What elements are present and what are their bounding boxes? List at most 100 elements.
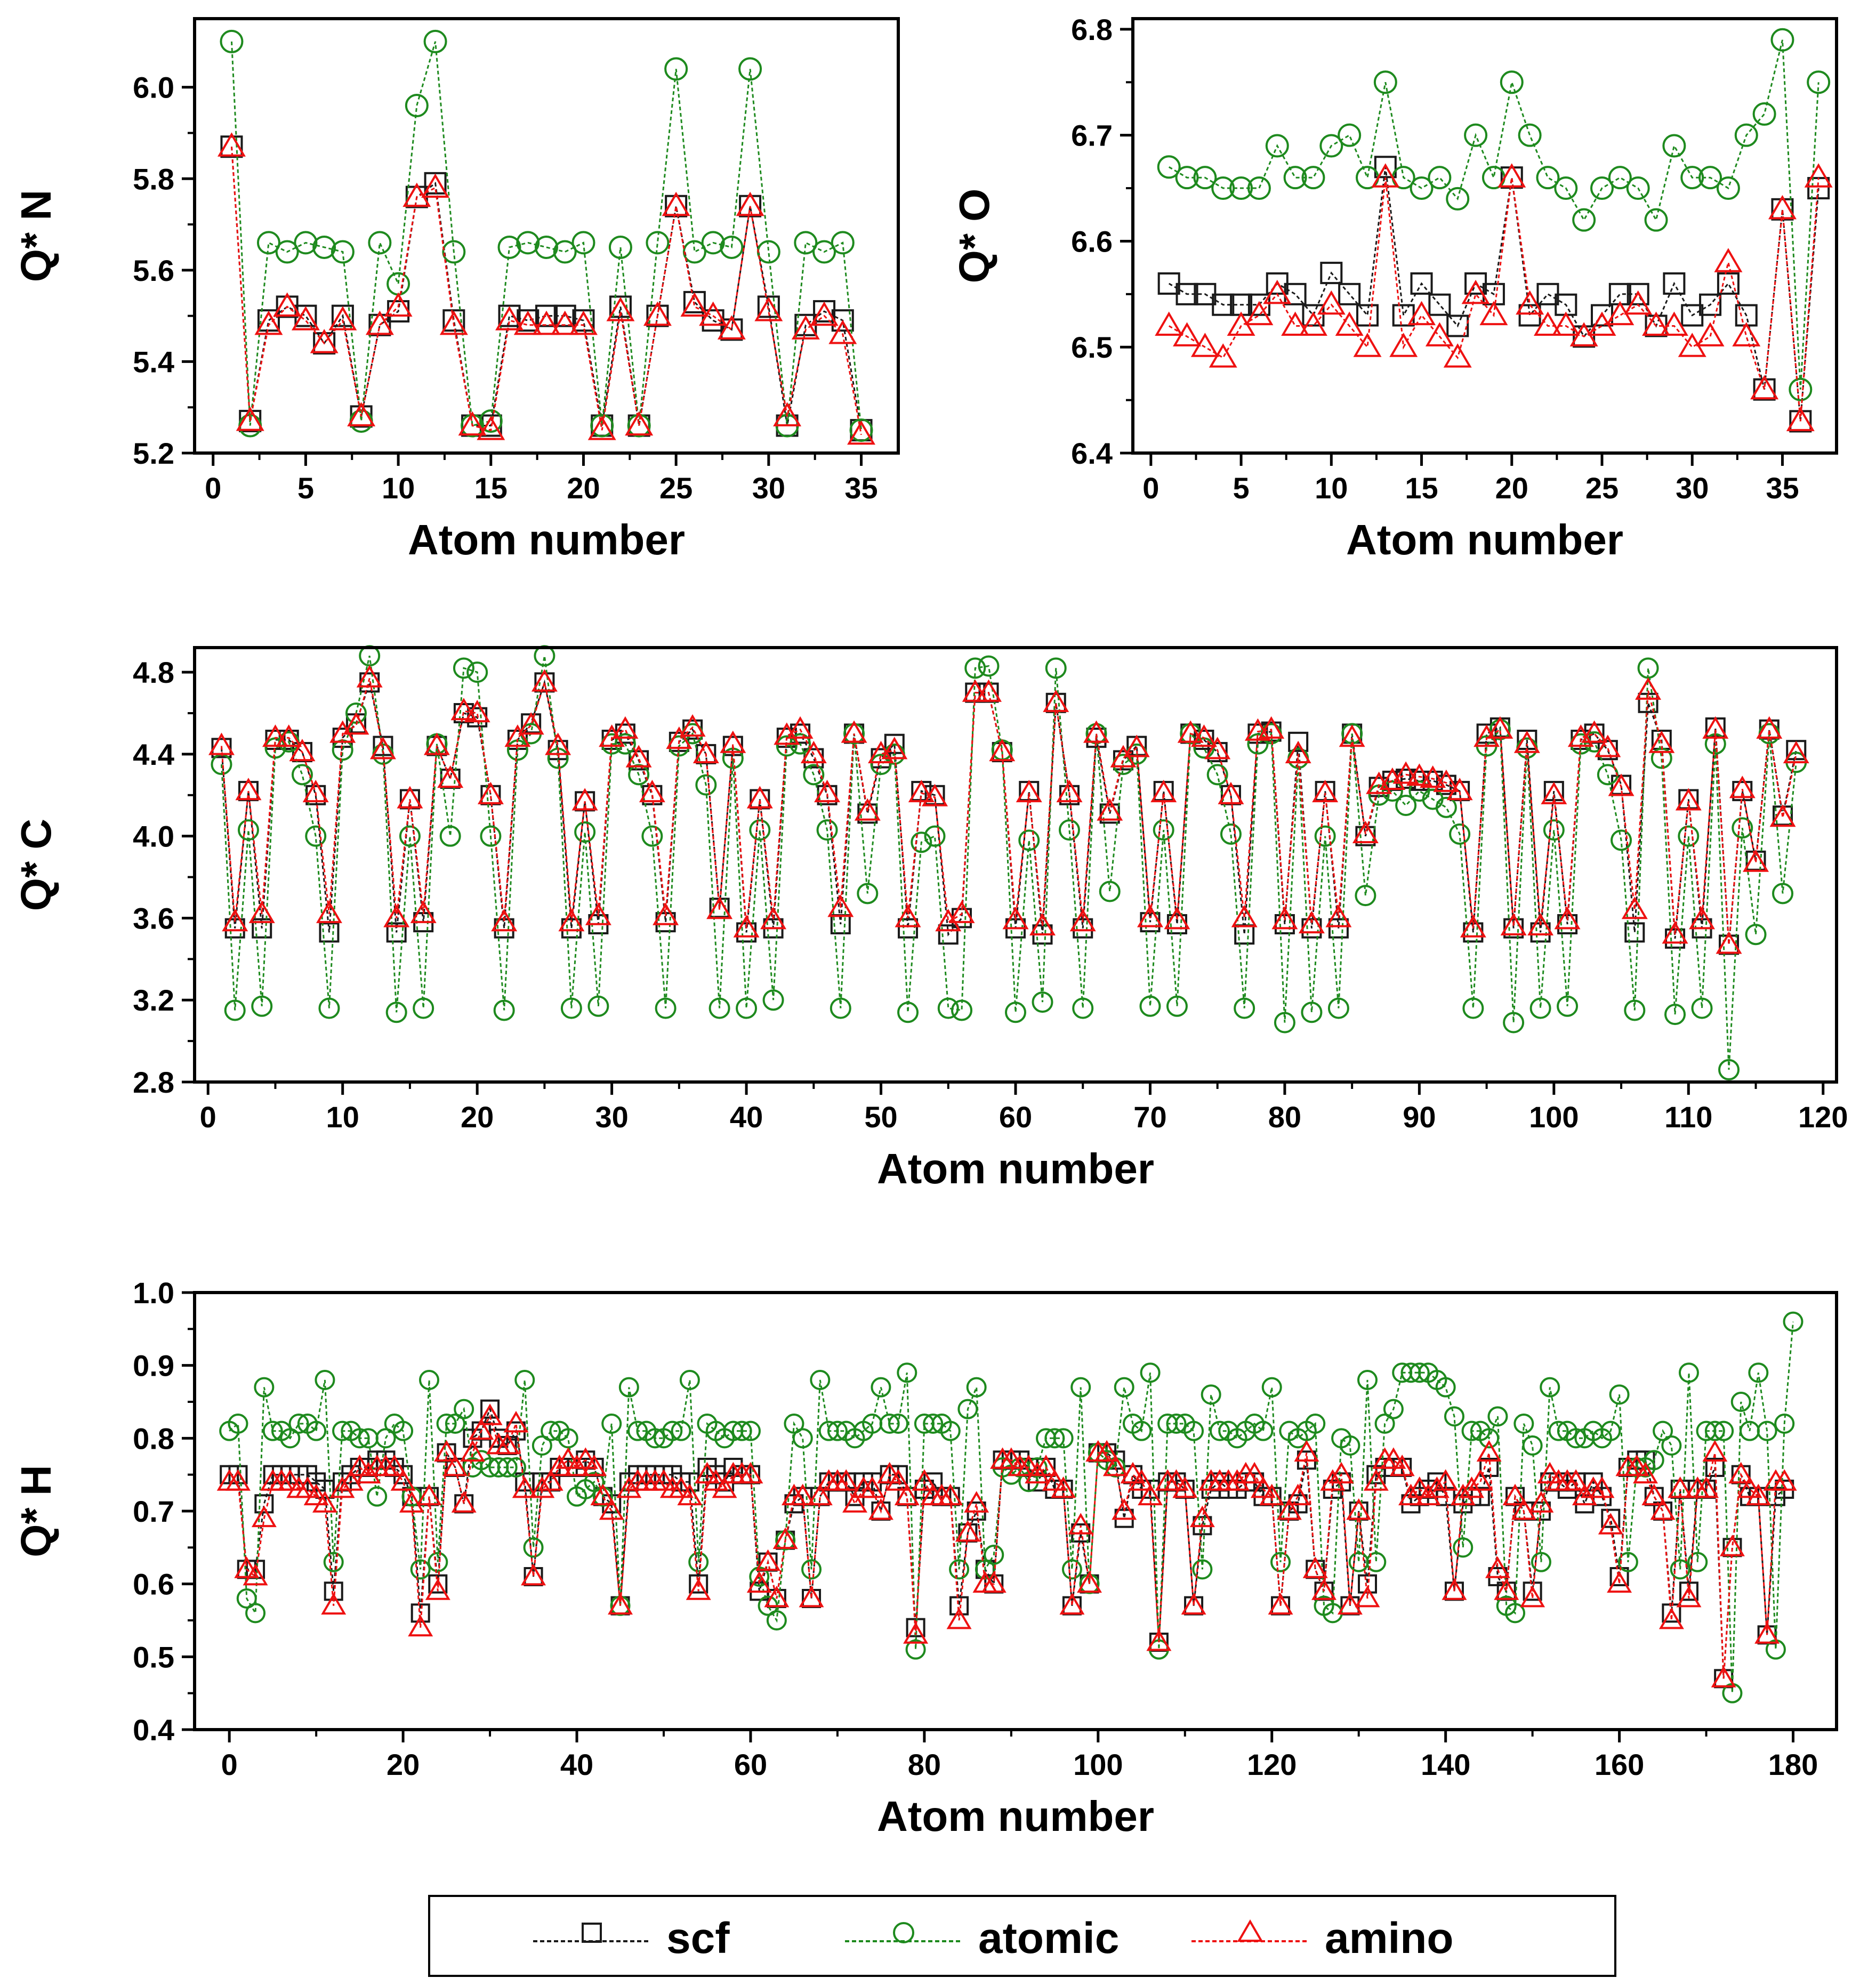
data-point-h-atomic-120	[1261, 1377, 1282, 1398]
data-point-h-amino-146	[1485, 1556, 1510, 1578]
data-point-c-amino-17	[423, 732, 450, 755]
data-point-n-scf-30	[757, 295, 780, 318]
data-point-c-amino-58	[976, 679, 1002, 702]
x-tick-label-n-6: 30	[752, 471, 785, 505]
data-point-h-amino-139	[1424, 1476, 1450, 1498]
data-point-h-amino-88	[981, 1571, 1007, 1593]
data-point-c-amino-59	[989, 739, 1016, 762]
data-point-h-atomic-105	[1131, 1420, 1152, 1441]
series-line-n-amino	[231, 147, 862, 435]
data-point-c-atomic-45	[803, 764, 825, 786]
data-point-h-atomic-174	[1730, 1392, 1751, 1412]
data-point-h-amino-107	[1146, 1629, 1172, 1651]
data-point-o-amino-7	[1263, 279, 1292, 304]
data-point-h-amino-124	[1294, 1440, 1319, 1462]
data-point-o-atomic-4	[1211, 176, 1235, 200]
data-point-c-amino-24	[518, 712, 544, 735]
y-tick-label-n-2: 5.6	[133, 254, 174, 287]
data-point-h-amino-22	[408, 1614, 433, 1637]
data-point-n-scf-12	[424, 172, 447, 195]
data-point-o-amino-14	[1389, 333, 1418, 357]
data-point-c-amino-66	[1083, 720, 1109, 743]
data-point-n-atomic-29	[738, 57, 762, 81]
data-point-c-atomic-71	[1153, 819, 1174, 841]
data-point-c-atomic-7	[291, 764, 313, 786]
data-point-n-scf-24	[646, 304, 669, 327]
data-point-c-atomic-29	[587, 995, 609, 1017]
data-point-h-atomic-172	[1713, 1420, 1734, 1441]
data-point-h-amino-167	[1668, 1476, 1693, 1498]
data-point-h-amino-38	[546, 1455, 572, 1476]
data-point-n-atomic-16	[497, 235, 521, 259]
data-point-n-atomic-32	[794, 231, 818, 255]
data-point-o-scf-20	[1500, 166, 1523, 189]
data-point-n-atomic-27	[701, 231, 725, 255]
data-point-h-amino-142	[1450, 1483, 1476, 1506]
data-point-o-atomic-9	[1301, 166, 1325, 190]
data-point-h-atomic-35	[523, 1537, 544, 1558]
data-point-c-amino-6	[276, 724, 302, 747]
data-point-h-amino-126	[1311, 1578, 1336, 1600]
data-point-c-amino-101	[1554, 907, 1581, 930]
data-point-h-atomic-24	[428, 1552, 448, 1572]
data-point-c-amino-9	[316, 900, 342, 923]
data-point-c-atomic-92	[1435, 796, 1457, 818]
data-point-c-atomic-107	[1637, 657, 1659, 679]
data-point-h-atomic-37	[541, 1420, 561, 1441]
data-point-h-atomic-151	[1531, 1552, 1551, 1572]
data-point-c-amino-99	[1527, 913, 1554, 935]
data-point-h-amino-130	[1346, 1498, 1372, 1520]
data-point-o-amino-37	[1804, 163, 1833, 188]
x-tick-label-h-0: 0	[221, 1748, 238, 1781]
data-point-h-atomic-70	[827, 1420, 848, 1441]
data-point-n-atomic-4	[275, 240, 299, 264]
data-point-h-atomic-159	[1600, 1420, 1621, 1441]
data-point-h-amino-174	[1728, 1462, 1754, 1484]
series-h-atomic	[219, 1311, 1803, 1704]
data-point-o-atomic-37	[1807, 70, 1831, 94]
data-point-o-scf-35	[1771, 198, 1794, 221]
data-point-c-amino-95	[1474, 724, 1500, 747]
data-point-h-amino-42	[582, 1455, 607, 1476]
x-tick-label-o-4: 20	[1495, 471, 1528, 505]
data-point-h-atomic-153	[1548, 1420, 1569, 1441]
data-point-h-atomic-15	[349, 1428, 370, 1449]
data-point-h-amino-141	[1442, 1578, 1467, 1600]
data-point-h-atomic-86	[966, 1377, 987, 1398]
data-point-n-scf-28	[720, 318, 743, 341]
data-point-h-atomic-12	[323, 1552, 344, 1572]
data-point-c-amino-11	[343, 712, 369, 735]
data-point-o-atomic-13	[1373, 70, 1397, 94]
data-point-h-amino-166	[1658, 1608, 1684, 1629]
data-point-h-atomic-20	[393, 1420, 414, 1441]
data-point-o-atomic-18	[1464, 123, 1488, 147]
data-point-o-amino-20	[1497, 163, 1526, 188]
data-point-n-scf-25	[665, 195, 688, 217]
data-point-n-atomic-5	[294, 231, 318, 255]
data-point-c-atomic-80	[1274, 1012, 1295, 1034]
data-point-h-amino-27	[451, 1491, 477, 1513]
series-line-o-amino	[1168, 177, 1819, 422]
data-point-c-atomic-19	[453, 657, 474, 679]
data-point-c-scf-49	[857, 803, 878, 824]
data-point-h-atomic-176	[1748, 1362, 1769, 1383]
data-point-h-atomic-33	[505, 1457, 526, 1478]
data-point-n-amino-31	[773, 402, 802, 426]
data-point-o-amino-9	[1299, 311, 1327, 336]
data-point-o-atomic-11	[1338, 123, 1362, 147]
data-point-c-amino-52	[895, 905, 921, 927]
data-point-o-atomic-27	[1626, 176, 1650, 200]
data-point-h-amino-152	[1537, 1462, 1563, 1484]
data-point-n-amino-8	[347, 402, 376, 426]
data-point-n-amino-6	[310, 329, 339, 353]
data-point-c-amino-61	[1016, 779, 1042, 803]
data-point-c-amino-28	[571, 788, 598, 811]
x-tick-label-h-2: 40	[560, 1748, 593, 1781]
data-point-o-scf-6	[1247, 293, 1270, 316]
data-point-h-amino-149	[1511, 1498, 1536, 1520]
data-point-c-amino-31	[612, 716, 639, 739]
data-point-c-atomic-41	[749, 819, 771, 841]
data-point-c-atomic-28	[574, 821, 596, 843]
data-point-n-scf-16	[498, 304, 521, 327]
data-point-h-amino-68	[807, 1483, 833, 1506]
